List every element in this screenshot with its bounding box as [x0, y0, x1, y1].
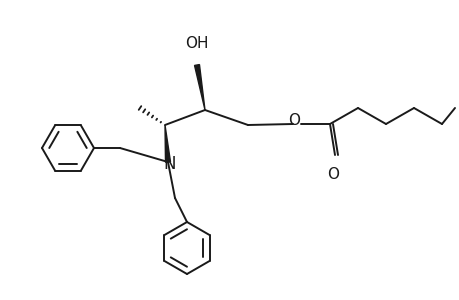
Text: N: N — [163, 155, 176, 173]
Text: OH: OH — [185, 36, 208, 51]
Polygon shape — [194, 64, 205, 110]
Polygon shape — [165, 125, 170, 162]
Text: O: O — [326, 167, 338, 182]
Text: O: O — [287, 112, 299, 128]
